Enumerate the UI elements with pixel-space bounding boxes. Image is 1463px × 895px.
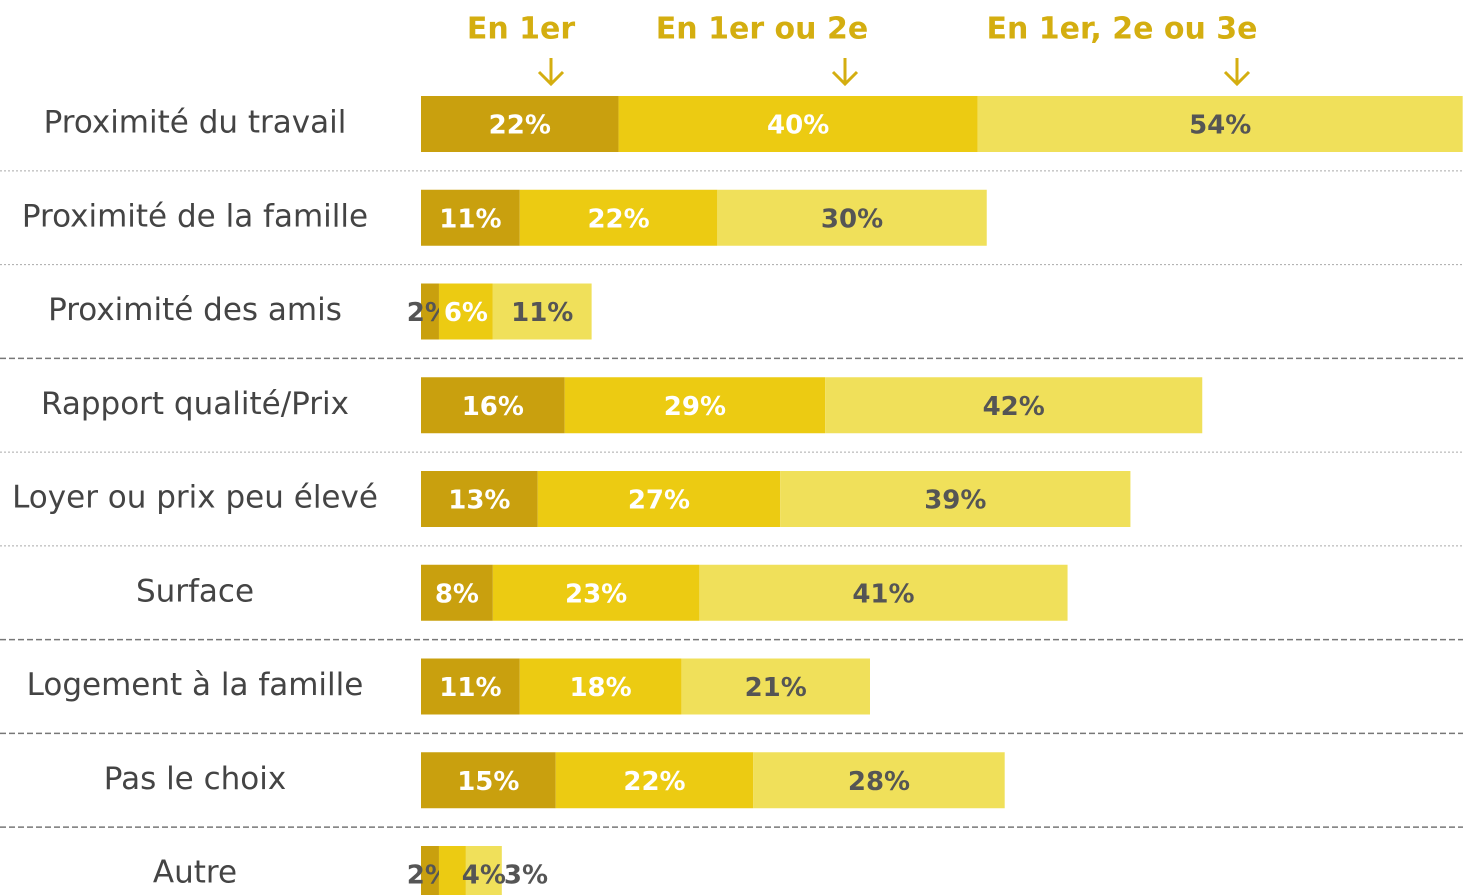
value-label: 15% <box>457 767 519 797</box>
bar-segment <box>780 471 1131 527</box>
bar-segment <box>519 658 682 715</box>
header-arrow <box>1223 58 1251 87</box>
value-label: 29% <box>664 392 726 422</box>
bar-segment <box>699 564 1068 621</box>
category-label: Rapport qualité/Prix <box>41 386 349 422</box>
bar-segment <box>421 377 565 434</box>
value-label: 54% <box>1189 111 1251 141</box>
bar-segment <box>618 96 978 152</box>
value-label: 13% <box>448 486 510 516</box>
value-label: 16% <box>462 392 524 422</box>
bar-segment <box>421 752 556 809</box>
bar-segment <box>421 189 520 246</box>
bar-segment <box>421 471 538 527</box>
value-label: 21% <box>745 673 807 703</box>
value-label: 28% <box>848 767 910 797</box>
value-label: 41% <box>852 579 914 609</box>
header-arrow <box>537 58 565 87</box>
value-label: 30% <box>821 204 883 234</box>
category-label: Surface <box>136 573 254 609</box>
bar-segment <box>564 377 826 434</box>
bar-segment <box>977 96 1463 152</box>
value-label: 11% <box>439 673 501 703</box>
value-label: 22% <box>489 111 551 141</box>
value-label: 6% <box>444 298 488 328</box>
bar-segment <box>681 658 870 715</box>
category-label: Proximité des amis <box>48 292 342 328</box>
bar-segment <box>492 564 700 621</box>
value-label: 42% <box>983 392 1045 422</box>
value-label: 22% <box>587 204 649 234</box>
bar-segment <box>438 283 493 340</box>
value-label: 23% <box>565 579 627 609</box>
bar-segment <box>421 846 439 895</box>
value-label: 18% <box>569 673 631 703</box>
bar-segment <box>421 283 439 340</box>
category-label: Logement à la famille <box>27 667 364 703</box>
category-label: Pas le choix <box>104 761 286 797</box>
value-label: 39% <box>924 486 986 516</box>
bar-segment <box>465 846 502 895</box>
series-header: En 1er <box>467 12 576 47</box>
bar-segment <box>717 189 987 246</box>
bar-segment <box>825 377 1203 434</box>
value-label: 4% <box>462 861 506 891</box>
bar-segment <box>537 471 781 527</box>
value-label: 22% <box>623 767 685 797</box>
bar-segment <box>519 189 718 246</box>
category-label: Loyer ou prix peu élevé <box>12 480 378 516</box>
value-label: 8% <box>435 579 479 609</box>
value-label: 3% <box>504 861 548 891</box>
bar-segment <box>421 658 520 715</box>
bar-segment <box>492 283 592 340</box>
value-label: 40% <box>767 111 829 141</box>
value-label: 11% <box>439 204 501 234</box>
value-label: 27% <box>628 486 690 516</box>
header-arrow <box>831 58 859 87</box>
value-label: 11% <box>511 298 573 328</box>
series-header: En 1er ou 2e <box>656 12 868 47</box>
category-label: Proximité du travail <box>44 105 347 141</box>
series-header: En 1er, 2e ou 3e <box>986 12 1257 47</box>
bar-segment <box>555 752 754 809</box>
bar-segment <box>421 564 493 621</box>
bar-segment <box>753 752 1005 809</box>
bar-segment <box>421 96 619 152</box>
category-label: Autre <box>153 855 237 891</box>
category-label: Proximité de la famille <box>22 198 368 234</box>
bar-segment <box>438 846 466 895</box>
